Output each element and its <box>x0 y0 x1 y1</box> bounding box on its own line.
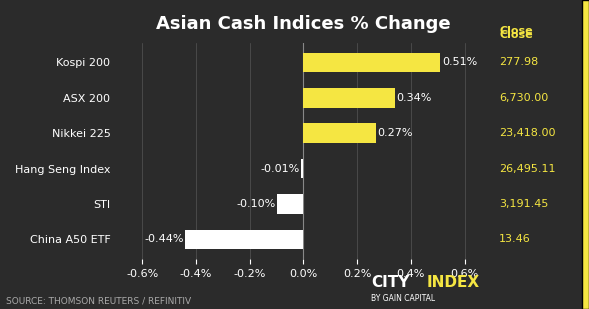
Text: 23,418.00: 23,418.00 <box>499 128 555 138</box>
Bar <box>303 88 395 108</box>
Bar <box>185 230 303 249</box>
Bar <box>301 159 303 178</box>
Text: -0.01%: -0.01% <box>260 163 299 174</box>
Text: CITY: CITY <box>371 275 409 290</box>
Text: Close: Close <box>499 30 532 40</box>
Text: 277.98: 277.98 <box>499 57 538 67</box>
Text: 3,191.45: 3,191.45 <box>499 199 548 209</box>
Text: 0.34%: 0.34% <box>396 93 432 103</box>
Text: SOURCE: THOMSON REUTERS / REFINITIV: SOURCE: THOMSON REUTERS / REFINITIV <box>6 297 191 306</box>
Text: 0.27%: 0.27% <box>378 128 413 138</box>
Text: BY GAIN CAPITAL: BY GAIN CAPITAL <box>371 294 435 303</box>
Text: 26,495.11: 26,495.11 <box>499 163 555 174</box>
Text: INDEX: INDEX <box>427 275 480 290</box>
Title: Asian Cash Indices % Change: Asian Cash Indices % Change <box>156 15 451 33</box>
Text: Close: Close <box>499 26 532 36</box>
Bar <box>277 194 303 214</box>
Text: 0.51%: 0.51% <box>442 57 477 67</box>
Text: -0.10%: -0.10% <box>236 199 275 209</box>
Text: 6,730.00: 6,730.00 <box>499 93 548 103</box>
Bar <box>303 53 441 72</box>
Text: 13.46: 13.46 <box>499 234 531 244</box>
Text: -0.44%: -0.44% <box>144 234 184 244</box>
Bar <box>303 124 376 143</box>
